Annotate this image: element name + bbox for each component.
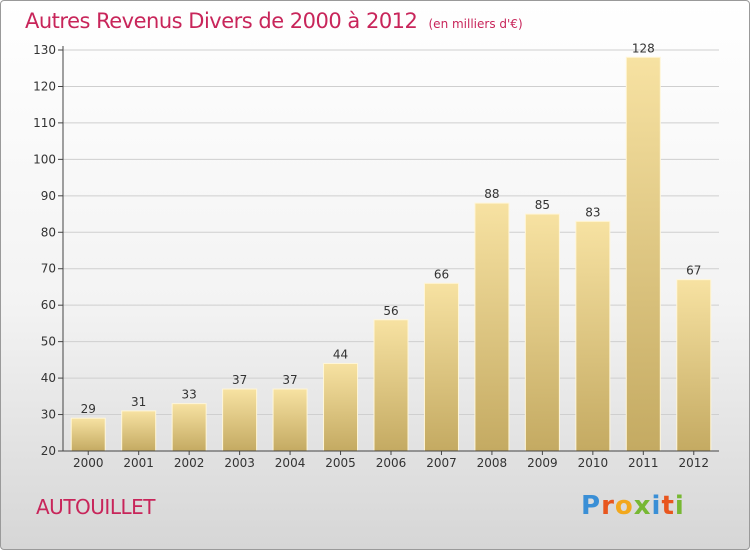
y-tick-label: 20 [41, 444, 56, 458]
data-label: 29 [81, 402, 96, 416]
y-tick-label: 70 [41, 262, 56, 276]
logo-letter: t [661, 491, 675, 521]
logo-letter: i [674, 491, 685, 521]
bar [323, 363, 359, 452]
x-tick-label: 2003 [224, 456, 255, 470]
data-label: 33 [182, 388, 197, 402]
x-tick-label: 2005 [325, 456, 356, 470]
x-tick-label: 2012 [678, 456, 709, 470]
bar [676, 279, 712, 452]
bar [121, 410, 157, 452]
y-tick-label: 30 [41, 408, 56, 422]
bar [423, 282, 459, 452]
chart-title: Autres Revenus Divers de 2000 à 2012 (en… [25, 9, 523, 33]
data-label: 66 [434, 267, 449, 281]
data-label: 88 [484, 187, 499, 201]
x-tick-label: 2008 [477, 456, 508, 470]
y-tick-label: 80 [41, 225, 56, 239]
bar [524, 213, 560, 452]
bar [575, 220, 611, 452]
bar [222, 388, 258, 452]
y-tick-label: 60 [41, 298, 56, 312]
proxiti-logo[interactable]: Proxiti [581, 491, 685, 521]
y-tick-label: 50 [41, 335, 56, 349]
bars [70, 56, 712, 452]
bar [474, 202, 510, 452]
data-label: 31 [131, 395, 146, 409]
y-tick-label: 90 [41, 189, 56, 203]
logo-letter: P [581, 491, 602, 521]
logo-letter: o [614, 491, 634, 521]
data-label: 83 [585, 205, 600, 219]
x-tick-label: 2006 [376, 456, 407, 470]
bar [70, 417, 106, 452]
data-label: 128 [632, 41, 655, 55]
axes [58, 46, 719, 455]
data-label: 67 [686, 264, 701, 278]
data-label: 44 [333, 348, 348, 362]
x-tick-label: 2011 [628, 456, 659, 470]
bar [171, 403, 207, 452]
logo-letter: x [633, 491, 652, 521]
x-tick-label: 2000 [73, 456, 104, 470]
x-tick-label: 2002 [174, 456, 205, 470]
x-tick-label: 2009 [527, 456, 558, 470]
x-tick-label: 2010 [578, 456, 609, 470]
data-label: 85 [535, 198, 550, 212]
data-label: 37 [232, 373, 247, 387]
y-tick-label: 110 [33, 116, 56, 130]
logo-letter: i [651, 491, 662, 521]
chart-title-main: Autres Revenus Divers de 2000 à 2012 [25, 9, 418, 33]
y-tick-label: 40 [41, 371, 56, 385]
logo-letter: r [601, 491, 615, 521]
data-label: 56 [383, 304, 398, 318]
bar [272, 388, 308, 452]
y-tick-label: 130 [33, 43, 56, 57]
data-label: 37 [282, 373, 297, 387]
x-tick-label: 2004 [275, 456, 306, 470]
commune-name: AUTOUILLET [36, 495, 155, 519]
y-tick-label: 120 [33, 79, 56, 93]
bar [625, 56, 661, 452]
chart-title-unit: (en milliers d'€) [428, 17, 523, 31]
bar [373, 319, 409, 452]
y-tick-label: 100 [33, 152, 56, 166]
x-tick-label: 2007 [426, 456, 457, 470]
labels: 20 30 40 50 60 70 80 90 100 110 120 130 29 2000 31 2001… [33, 41, 709, 470]
x-tick-label: 2001 [123, 456, 154, 470]
